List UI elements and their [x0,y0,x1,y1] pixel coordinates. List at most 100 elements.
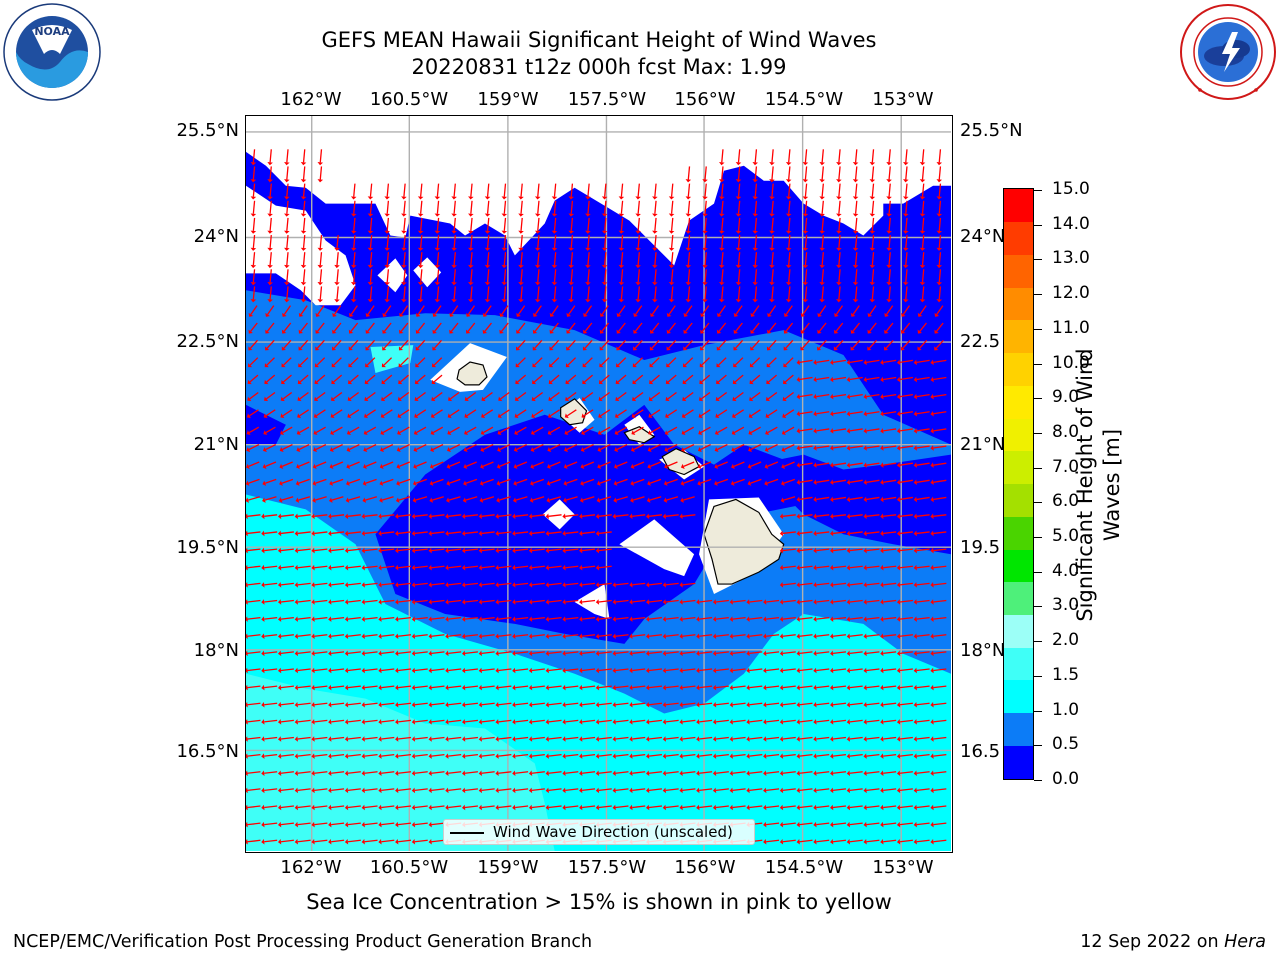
wave-arrow [649,322,660,334]
wave-arrow [344,599,361,605]
wave-arrow [612,753,629,759]
wave-arrow [696,719,713,725]
wave-arrow [649,357,660,368]
wave-arrow [836,217,842,234]
wave-arrow [250,234,257,251]
wave-arrow [250,166,257,183]
wave-arrow [733,357,744,368]
wave-arrow [297,409,310,419]
wave-arrow [412,496,428,503]
wave-arrow [367,252,374,269]
wave-arrow [796,393,813,400]
wave-arrow [830,496,847,503]
wave-arrow [378,753,395,759]
wave-arrow [478,701,495,708]
wave-arrow [729,650,746,657]
wave-arrow [764,461,779,469]
wave-arrow [735,234,742,251]
wave-arrow [534,286,541,303]
wave-arrow [311,616,328,622]
wave-arrow [344,684,361,691]
wave-arrow [566,322,576,334]
wave-arrow [718,269,725,286]
wave-arrow [813,701,830,708]
wave-arrow [846,599,863,605]
wave-arrow [598,391,610,402]
wave-arrow [380,409,393,419]
wave-arrow [348,339,359,351]
wave-arrow [501,183,508,200]
wave-arrow [565,374,577,385]
wave-arrow [547,426,561,436]
wave-arrow [779,753,796,759]
wave-arrow [361,684,378,691]
wave-arrow [662,719,679,725]
wave-arrow [646,753,663,759]
wave-arrow [863,530,880,537]
wave-arrow [530,444,544,453]
colorbar-tickmark [1034,398,1042,400]
wave-arrow [601,183,608,200]
wave-arrow [785,217,792,234]
wave-arrow [936,166,943,183]
wave-arrow [785,252,792,269]
wave-arrow [428,513,445,520]
wave-arrow [378,547,395,554]
wave-arrow [244,719,261,725]
wave-arrow [765,391,778,402]
wave-arrow [534,200,541,217]
wave-arrow [652,217,658,234]
wave-arrow [846,684,863,691]
wave-arrow [549,305,559,317]
colorbar-tick-label: 4.0 [1052,560,1080,581]
wave-arrow [729,770,746,777]
wave-arrow [930,359,947,366]
wave-arrow [813,599,830,605]
wave-arrow [913,411,930,417]
wave-arrow [528,650,545,657]
wave-arrow [582,339,593,351]
wave-arrow [432,322,442,334]
wave-arrow [428,736,445,742]
wave-arrow [428,701,445,708]
wave-arrow [830,650,847,657]
wave-arrow [512,513,529,520]
wave-arrow [712,701,729,708]
wave-arrow [646,582,663,588]
wave-arrow [896,787,913,794]
wave-arrow [313,444,327,453]
colorbar-segment [1004,189,1033,223]
wave-arrow [779,599,796,605]
wave-arrow [512,564,529,571]
wave-arrow [830,582,847,588]
wave-arrow [344,564,361,571]
wave-arrow [731,444,745,453]
wave-arrow [466,305,476,317]
wave-arrow [294,719,311,725]
wave-arrow [919,286,926,303]
wave-arrow [462,633,478,639]
wave-arrow [428,770,445,777]
wave-arrow [796,633,813,639]
wave-arrow [294,547,311,554]
colorbar-segment [1004,352,1033,386]
wave-arrow [528,753,545,759]
wave-arrow [652,183,658,200]
wave-arrow [284,286,290,303]
lat-label-left: 24°N [193,226,239,247]
wave-arrow [852,149,859,166]
wave-arrow [599,322,610,334]
wave-arrow [746,804,763,811]
wave-arrow [612,513,629,520]
wave-arrow [551,183,558,200]
wave-arrow [277,616,294,622]
wave-arrow [428,616,445,622]
wave-arrow [329,444,343,453]
wave-arrow [395,650,412,657]
wave-arrow [361,736,378,742]
wave-arrow [595,547,612,554]
wave-arrow [880,684,897,691]
wave-arrow [300,183,307,200]
wave-arrow [445,667,462,674]
wave-arrow [528,684,545,691]
